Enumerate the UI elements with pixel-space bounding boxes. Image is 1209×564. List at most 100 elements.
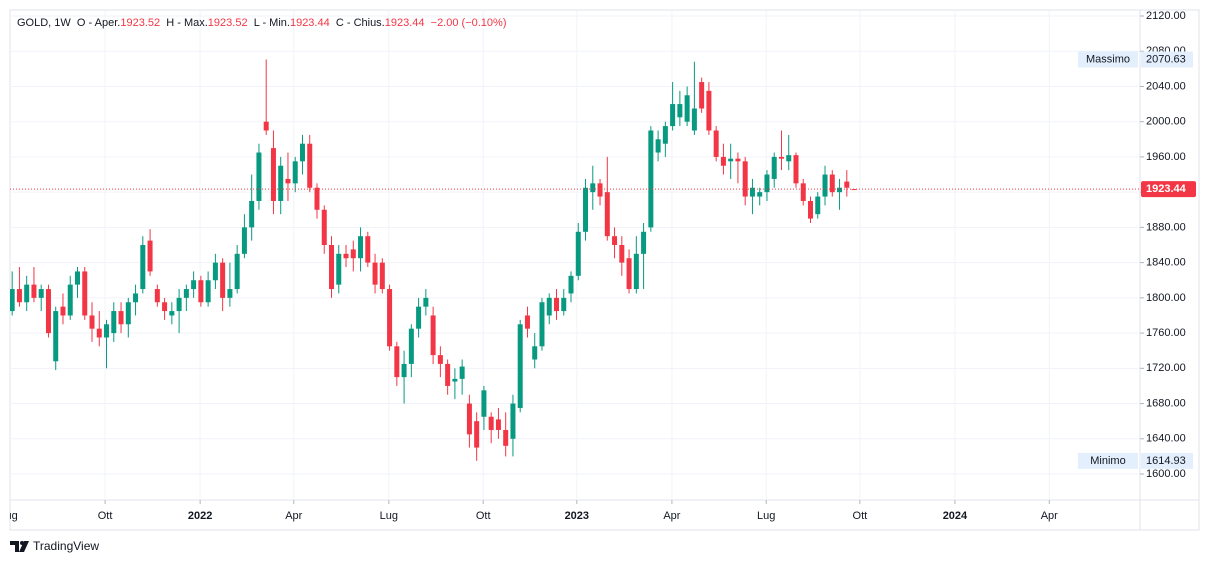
candle-body xyxy=(10,289,15,312)
x-tick-label: Lug xyxy=(757,510,775,522)
candle-body xyxy=(307,143,313,188)
candle-body xyxy=(837,187,843,193)
candle-body xyxy=(31,284,37,298)
y-tick-label: 1800.00 xyxy=(1146,292,1186,304)
y-tick-label: 1680.00 xyxy=(1146,397,1186,409)
candle-body xyxy=(641,231,647,254)
candle-body xyxy=(140,245,146,290)
candle-body xyxy=(96,328,102,338)
candle-body xyxy=(270,148,276,201)
candle-body xyxy=(314,187,320,210)
y-tick-label: 2040.00 xyxy=(1146,80,1186,92)
candle-body xyxy=(154,289,160,303)
x-tick-label: Ott xyxy=(98,510,113,522)
last-price-label: 1923.44 xyxy=(1146,183,1187,195)
price-value-box xyxy=(1141,51,1193,68)
candle-body xyxy=(604,192,610,237)
price-value-label: 1614.93 xyxy=(1146,455,1186,467)
candle-body xyxy=(423,297,429,307)
candle-body xyxy=(118,311,124,325)
price-value-label: 2070.63 xyxy=(1146,53,1186,65)
candle-body xyxy=(241,227,247,254)
candle-body xyxy=(445,363,451,386)
candle-body xyxy=(256,152,262,201)
candle-body xyxy=(684,95,690,122)
candle-body xyxy=(619,245,625,263)
price-label-name: Minimo xyxy=(1090,455,1125,467)
candle-body xyxy=(583,187,589,232)
y-tick-label: 1720.00 xyxy=(1146,362,1186,374)
x-tick-label: Ott xyxy=(476,510,491,522)
x-tick-label: Apr xyxy=(1041,510,1058,522)
x-tick-label: Lug xyxy=(0,510,18,522)
candle-body xyxy=(169,311,175,316)
candle-body xyxy=(466,403,472,435)
candle-body xyxy=(45,289,51,334)
candle-body xyxy=(372,262,378,285)
candle-body xyxy=(336,253,342,285)
grid xyxy=(10,10,1140,500)
legend-field: O - Aper. xyxy=(76,17,121,29)
x-tick-label: 2024 xyxy=(943,510,968,522)
candle-body xyxy=(524,315,530,329)
candle-body xyxy=(793,155,799,184)
candle-body xyxy=(720,156,726,166)
candle-body xyxy=(60,306,66,316)
x-tick-label: Apr xyxy=(285,510,302,522)
candle-body xyxy=(285,178,291,184)
legend-value: 1923.44 xyxy=(289,17,330,29)
candle-body xyxy=(568,275,574,294)
legend-field: H - Max. xyxy=(166,17,208,29)
candle-body xyxy=(815,196,821,215)
candle-body xyxy=(597,183,603,197)
legend-change-pct: (−0.10%) xyxy=(461,17,507,29)
legend-value: 1923.52 xyxy=(207,17,248,29)
candle-body xyxy=(503,429,509,446)
candle-body xyxy=(517,324,523,408)
candle-body xyxy=(735,158,741,162)
legend-change: −2.00 xyxy=(430,17,459,29)
candle-body xyxy=(481,390,487,417)
candle-body xyxy=(24,284,30,303)
candle-body xyxy=(800,183,806,201)
y-tick-label: 1960.00 xyxy=(1146,151,1186,163)
legend-value: 1923.52 xyxy=(120,17,161,29)
candle-body xyxy=(742,161,748,197)
candle-body xyxy=(655,139,661,153)
symbol: GOLD, 1W xyxy=(17,17,71,29)
candle-body xyxy=(379,262,385,290)
brand-logo xyxy=(10,541,29,552)
candle-body xyxy=(822,174,828,197)
price-label-name: Massimo xyxy=(1086,53,1130,65)
candle-body xyxy=(133,293,139,303)
candle-body xyxy=(510,403,516,439)
y-tick-label: 1840.00 xyxy=(1146,257,1186,269)
x-tick-label: Lug xyxy=(380,510,398,522)
candle-body xyxy=(299,143,305,162)
candle-body xyxy=(104,324,110,338)
candle-body xyxy=(67,284,73,316)
price-value-box xyxy=(1141,452,1193,469)
legend: GOLD, 1W O - Aper.1923.52 H - Max.1923.5… xyxy=(17,17,507,29)
y-tick-label: 1880.00 xyxy=(1146,221,1186,233)
y-tick-label: 2120.00 xyxy=(1146,10,1186,22)
candle-body xyxy=(111,311,117,334)
candle-body xyxy=(662,126,668,144)
legend-field: C - Chius. xyxy=(335,17,385,29)
candle-body xyxy=(495,419,501,430)
candle-body xyxy=(82,271,88,316)
y-tick-label: 2000.00 xyxy=(1146,116,1186,128)
y-tick-label: 1640.00 xyxy=(1146,433,1186,445)
candle-body xyxy=(387,289,393,347)
candle-body xyxy=(416,306,422,329)
candle-body xyxy=(844,181,850,188)
candle-body xyxy=(575,231,581,276)
candle-body xyxy=(561,297,567,312)
candle-body xyxy=(329,245,335,290)
candle-body xyxy=(321,209,327,246)
candle-body xyxy=(633,253,639,290)
candle-body xyxy=(612,236,618,246)
candle-body xyxy=(401,363,407,378)
candle-body xyxy=(394,346,400,378)
